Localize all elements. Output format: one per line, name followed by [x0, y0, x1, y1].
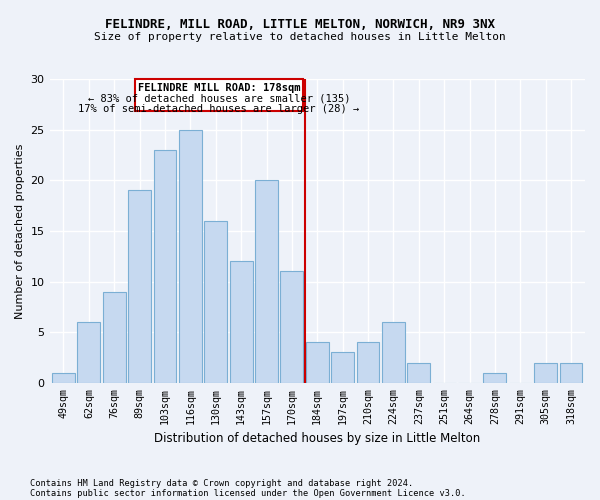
Y-axis label: Number of detached properties: Number of detached properties: [15, 143, 25, 318]
Bar: [128, 190, 151, 383]
Bar: [230, 262, 253, 383]
Bar: [407, 362, 430, 383]
Bar: [103, 292, 125, 383]
Text: FELINDRE MILL ROAD: 178sqm: FELINDRE MILL ROAD: 178sqm: [137, 83, 300, 93]
Bar: [134, 79, 304, 112]
Text: FELINDRE, MILL ROAD, LITTLE MELTON, NORWICH, NR9 3NX: FELINDRE, MILL ROAD, LITTLE MELTON, NORW…: [105, 18, 495, 30]
Bar: [534, 362, 557, 383]
Text: Contains HM Land Registry data © Crown copyright and database right 2024.: Contains HM Land Registry data © Crown c…: [30, 478, 413, 488]
Bar: [356, 342, 379, 383]
Bar: [484, 372, 506, 383]
Bar: [382, 322, 405, 383]
Bar: [77, 322, 100, 383]
Bar: [560, 362, 583, 383]
Bar: [179, 130, 202, 383]
X-axis label: Distribution of detached houses by size in Little Melton: Distribution of detached houses by size …: [154, 432, 481, 445]
Bar: [255, 180, 278, 383]
Text: Size of property relative to detached houses in Little Melton: Size of property relative to detached ho…: [94, 32, 506, 42]
Bar: [280, 272, 304, 383]
Bar: [306, 342, 329, 383]
Text: ← 83% of detached houses are smaller (135): ← 83% of detached houses are smaller (13…: [88, 93, 350, 103]
Text: 17% of semi-detached houses are larger (28) →: 17% of semi-detached houses are larger (…: [79, 104, 359, 115]
Bar: [52, 372, 75, 383]
Bar: [154, 150, 176, 383]
Text: Contains public sector information licensed under the Open Government Licence v3: Contains public sector information licen…: [30, 488, 466, 498]
Bar: [205, 221, 227, 383]
Bar: [331, 352, 354, 383]
